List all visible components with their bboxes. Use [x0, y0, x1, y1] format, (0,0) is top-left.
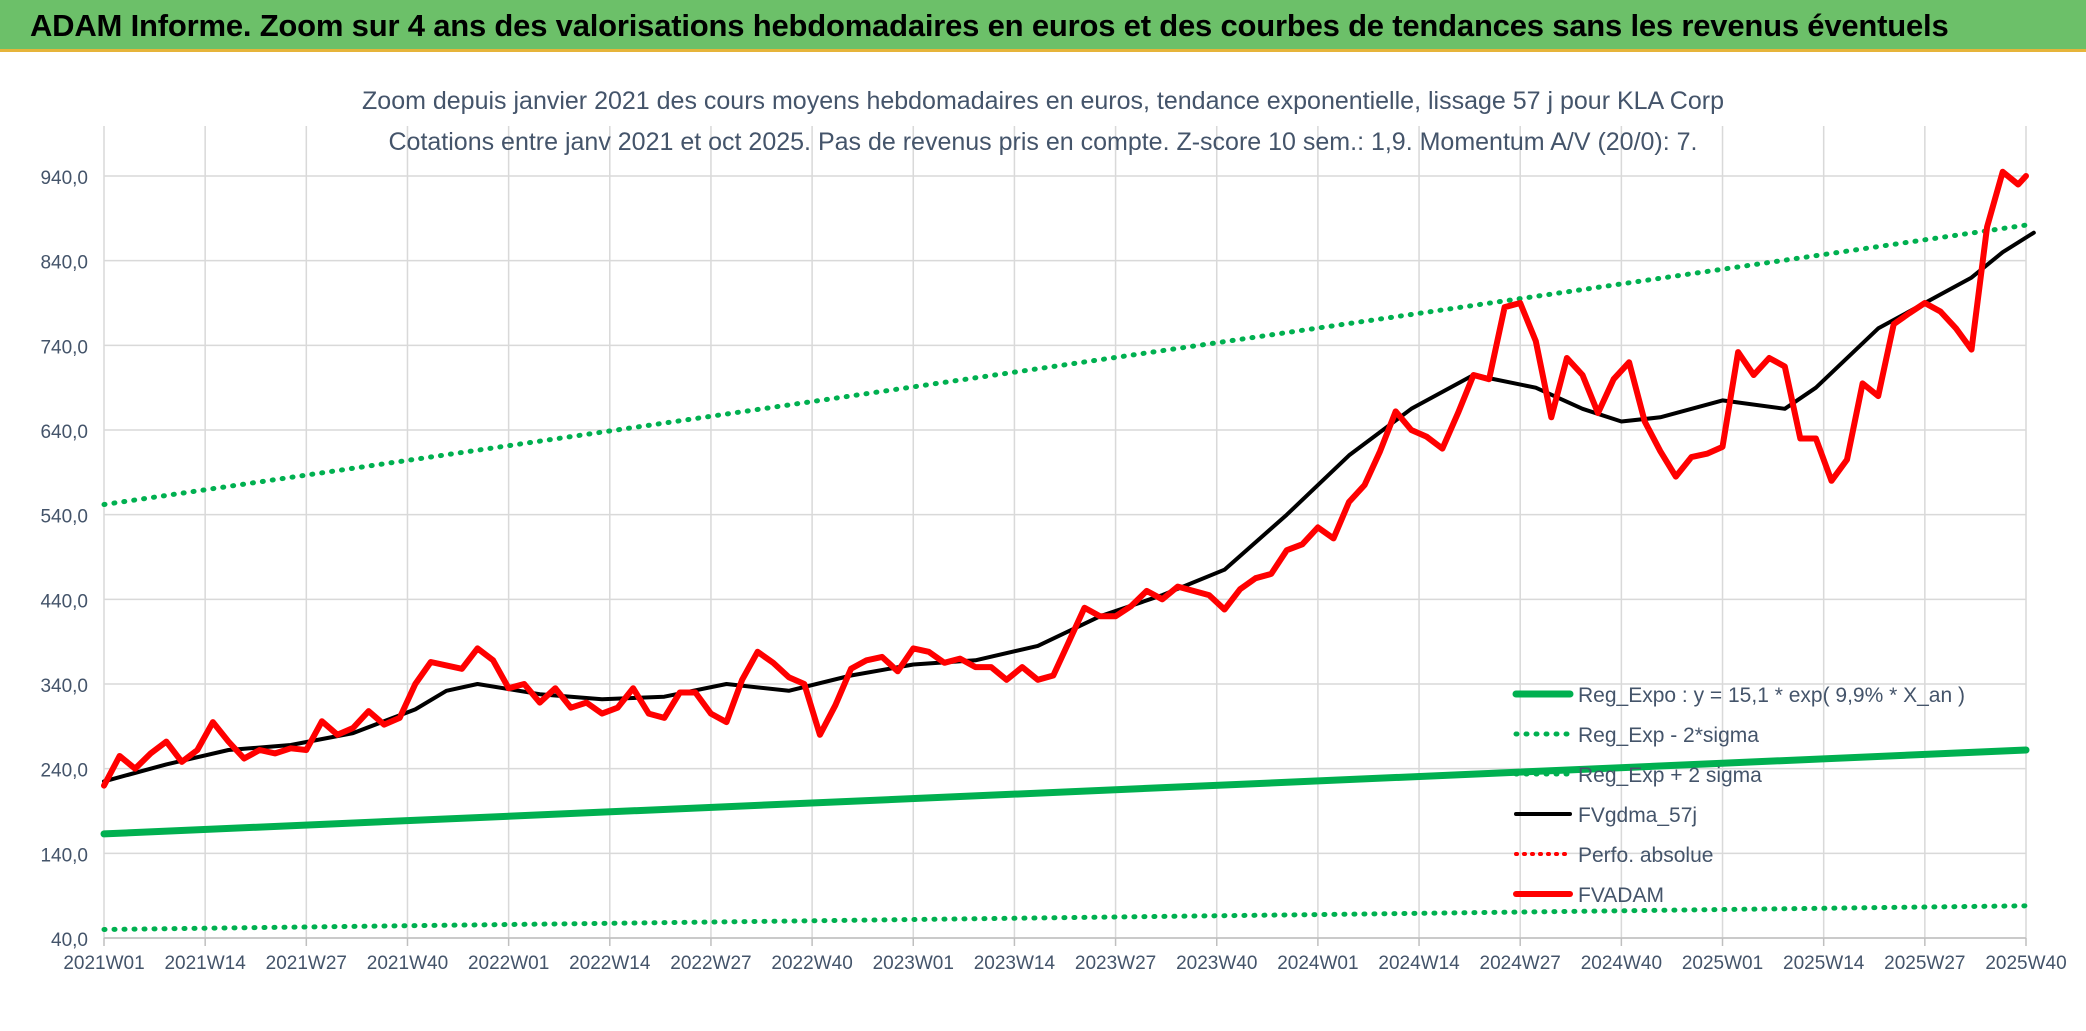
legend-label: Reg_Exp + 2 sigma: [1578, 764, 1762, 787]
series-reg-minus-2sigma: [101, 903, 2029, 932]
y-tick-label: 340,0: [40, 676, 88, 697]
legend-label: Reg_Expo : y = 15,1 * exp( 9,9% * X_an ): [1578, 684, 1965, 707]
x-tick-label: 2023W27: [1075, 953, 1156, 974]
x-tick-label: 2025W27: [1884, 953, 1965, 974]
x-tick-label: 2025W40: [1985, 953, 2066, 974]
x-tick-label: 2024W40: [1581, 953, 1662, 974]
legend-label: FVgdma_57j: [1578, 804, 1697, 827]
y-tick-label: 740,0: [40, 337, 88, 358]
y-tick-label: 640,0: [40, 422, 88, 443]
axes: 940,0 840,0 740,0 640,0 540,0 440,0 340,0 240,0…: [40, 168, 2066, 974]
x-tick-label: 2022W40: [771, 953, 852, 974]
x-tick-label: 2022W27: [670, 953, 751, 974]
chart-subtitle: Cotations entre janv 2021 et oct 2025. P…: [388, 128, 1697, 156]
report-banner: ADAM Informe. Zoom sur 4 ans des valoris…: [0, 0, 2086, 52]
gridlines: [103, 126, 2027, 939]
x-tick-label: 2025W01: [1682, 953, 1763, 974]
legend-label: Reg_Exp - 2*sigma: [1578, 724, 1759, 747]
chart-title: Zoom depuis janvier 2021 des cours moyen…: [362, 87, 1724, 115]
x-tick-label: 2024W01: [1277, 953, 1358, 974]
legend: Reg_Expo : y = 15,1 * exp( 9,9% * X_an )…: [1512, 684, 1965, 907]
x-tick-label: 2021W01: [63, 953, 144, 974]
x-tick-label: 2024W14: [1378, 953, 1460, 974]
series-reg-plus-2sigma: [101, 222, 2029, 507]
series-reg-expo: [100, 746, 2030, 838]
x-tick-label: 2025W14: [1783, 953, 1865, 974]
x-tick-label: 2022W01: [468, 953, 549, 974]
x-tick-label: 2021W14: [164, 953, 246, 974]
y-tick-label: 540,0: [40, 507, 88, 528]
x-tick-label: 2021W27: [266, 953, 347, 974]
y-tick-label: 940,0: [40, 168, 88, 189]
y-tick-label: 240,0: [40, 761, 88, 782]
line-chart: 940,0 840,0 740,0 640,0 540,0 440,0 340,0 240,0…: [0, 52, 2086, 1031]
legend-label: FVADAM: [1578, 884, 1664, 907]
series: [100, 168, 2036, 932]
x-tick-label: 2023W14: [974, 953, 1056, 974]
y-tick-label: 840,0: [40, 253, 88, 274]
y-tick-label: 440,0: [40, 591, 88, 612]
report-title: ADAM Informe. Zoom sur 4 ans des valoris…: [30, 8, 1949, 43]
x-tick-label: 2023W01: [873, 953, 954, 974]
legend-label: Perfo. absolue: [1578, 844, 1713, 867]
x-tick-label: 2021W40: [367, 953, 448, 974]
y-tick-label: 140,0: [40, 845, 88, 866]
series-fvadam: [101, 168, 2029, 789]
x-tick-label: 2024W27: [1480, 953, 1561, 974]
y-tick-label: 40,0: [51, 930, 88, 951]
x-tick-label: 2022W14: [569, 953, 651, 974]
x-tick-label: 2023W40: [1176, 953, 1257, 974]
